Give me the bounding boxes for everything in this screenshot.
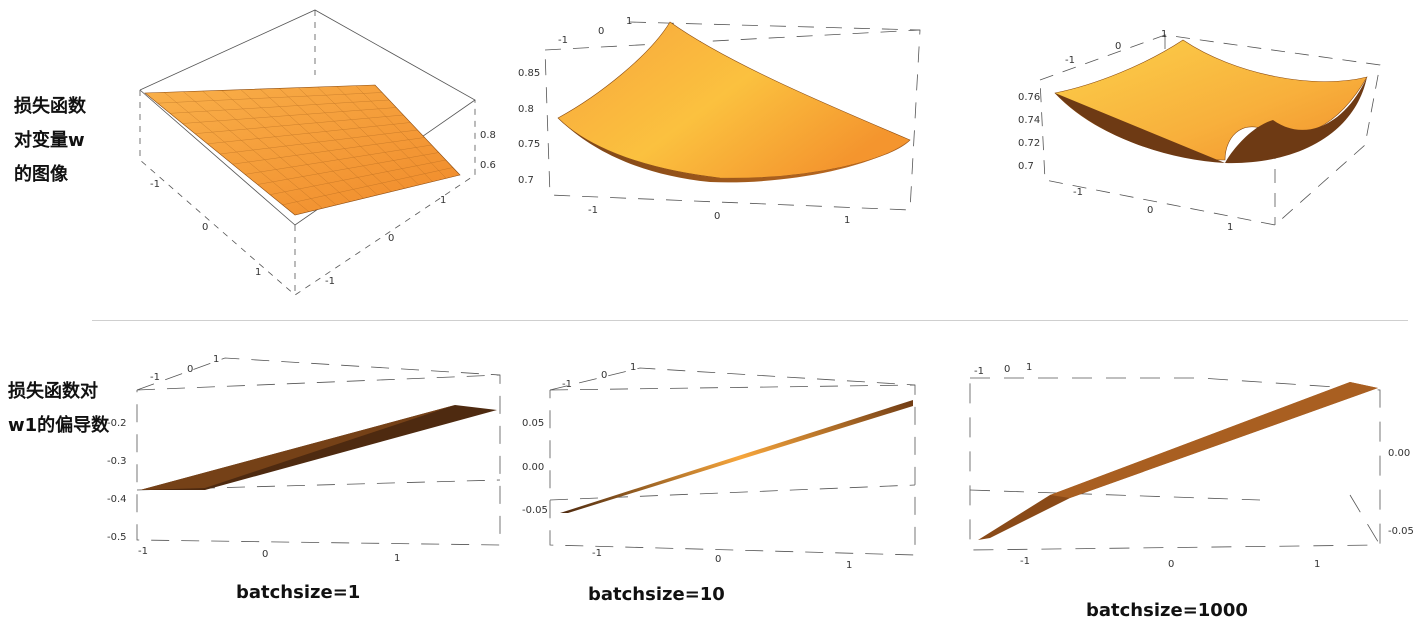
row-label-loss-line-2: 对变量w [14,130,85,151]
z-ticks: 0.00 -0.05 [1388,448,1414,537]
z-tick-0.76: 0.76 [1018,92,1040,103]
y-tick-1: 1 [213,354,219,365]
x-tick-0: 0 [388,233,394,244]
surface-bowl [557,21,911,183]
y-tick--1: -1 [150,179,160,190]
z-tick-0.75: 0.75 [518,139,540,150]
loss-surface-batch-1: 0.8 0.6 -1 0 1 1 0 -1 [139,9,496,296]
y-tick-1: 1 [1026,362,1032,373]
y-tick--1: -1 [558,35,568,46]
caption-batchsize-1: batchsize=1 [236,582,361,603]
axis-ticks: -1 0 1 -1 0 1 [558,16,850,226]
y-tick-0: 0 [202,222,208,233]
x-tick-1: 1 [846,560,852,571]
z-tick--0.5: -0.5 [107,532,127,543]
y-tick--1: -1 [150,372,160,383]
z-tick-0.70: 0.7 [518,175,534,186]
x-tick-0: 0 [714,211,720,222]
surface-thin-plane [140,405,497,490]
row-label-derivative: 损失函数对 w1的偏导数 [8,375,109,443]
surface-thin-plane [560,400,913,513]
derivative-surface-batch-1: -0.2 -0.3 -0.4 -0.5 -1 0 1 -1 0 1 [107,354,501,564]
z-tick-0.70: 0.7 [1018,161,1034,172]
z-tick-0.05: 0.05 [522,418,544,429]
x-ticks: -1 0 1 1 0 -1 [150,179,446,287]
row-label-loss-line-1: 损失函数 [14,96,86,117]
z-tick-0.6: 0.6 [480,160,496,171]
surface-paraboloid [1054,39,1368,164]
z-tick--0.05: -0.05 [522,505,548,516]
y-tick-0: 0 [601,370,607,381]
loss-surface-batch-10: 0.85 0.8 0.75 0.7 -1 0 1 -1 0 1 [518,16,921,226]
mesh-line [282,167,453,206]
z-tick-0.74: 0.74 [1018,115,1040,126]
bounding-box [139,9,476,296]
x-tick--1: -1 [138,546,148,557]
y-tick-1: 1 [626,16,632,27]
x-tick--1: -1 [592,548,602,559]
y-tick-0: 0 [1115,41,1121,52]
y-tick-1: 1 [1161,29,1167,40]
y-tick-1: 1 [630,362,636,373]
mesh-line [269,159,446,195]
x-tick--1: -1 [1073,187,1083,198]
axis-ticks: -1 0 1 -1 0 1 [1065,29,1233,233]
x-tick-1: 1 [394,553,400,564]
x-tick-1: 1 [844,215,850,226]
y-tick-1: 1 [255,267,261,278]
x-tick-1: 1 [1314,559,1320,570]
derivative-surface-batch-10: 0.05 0.00 -0.05 -1 0 1 -1 0 1 [522,362,916,571]
x-tick-1: 1 [440,195,446,206]
z-tick-0.80: 0.8 [518,104,534,115]
y-tick-0: 0 [598,26,604,37]
x-tick--1: -1 [325,276,335,287]
row-label-loss: 损失函数 对变量w 的图像 [14,90,86,192]
z-tick-0.00: 0.00 [1388,448,1410,459]
y-tick-0: 0 [187,364,193,375]
y-tick--1: -1 [1065,55,1075,66]
x-tick--1: -1 [588,205,598,216]
x-tick-0: 0 [715,554,721,565]
y-tick--1: -1 [974,366,984,377]
z-tick-0.00: 0.00 [522,462,544,473]
x-tick-0: 0 [1147,205,1153,216]
derivative-surface-batch-1000: 0.00 -0.05 -1 0 1 -1 0 1 [969,362,1414,570]
row-label-loss-line-3: 的图像 [14,164,68,185]
z-tick--0.05: -0.05 [1388,526,1414,537]
y-tick--1: -1 [562,379,572,390]
x-tick-1: 1 [1227,222,1233,233]
surface-thin-plane [978,382,1378,540]
z-tick--0.4: -0.4 [107,494,127,505]
axis-ticks: -1 0 1 -1 0 1 [562,362,852,571]
loss-surface-batch-1000: 0.76 0.74 0.72 0.7 -1 0 1 -1 0 1 [1018,29,1381,233]
caption-batchsize-1000: batchsize=1000 [1086,600,1248,621]
row-label-derivative-line-2: w1的偏导数 [8,415,110,436]
row-divider [92,320,1408,321]
bounding-box [544,21,921,211]
x-tick-0: 0 [1168,559,1174,570]
surface-plane [144,84,461,216]
z-ticks: 0.8 0.6 [480,130,496,171]
z-tick-0.8: 0.8 [480,130,496,141]
x-tick-0: 0 [262,549,268,560]
z-ticks: -0.2 -0.3 -0.4 -0.5 [107,418,127,543]
z-tick-0.72: 0.72 [1018,138,1040,149]
z-ticks: 0.76 0.74 0.72 0.7 [1018,92,1040,172]
y-tick-0: 0 [1004,364,1010,375]
z-tick-0.85: 0.85 [518,68,540,79]
caption-batchsize-10: batchsize=10 [588,584,725,605]
mesh-line [355,85,447,179]
z-tick--0.2: -0.2 [107,418,127,429]
axis-ticks: -1 0 1 -1 0 1 [138,354,400,564]
z-tick--0.3: -0.3 [107,456,127,467]
bounding-box [969,377,1381,551]
x-tick--1: -1 [1020,556,1030,567]
z-ticks: 0.85 0.8 0.75 0.7 [518,68,540,186]
axis-ticks: -1 0 1 -1 0 1 [974,362,1320,570]
row-label-derivative-line-1: 损失函数对 [8,381,98,402]
z-ticks: 0.05 0.00 -0.05 [522,418,548,516]
